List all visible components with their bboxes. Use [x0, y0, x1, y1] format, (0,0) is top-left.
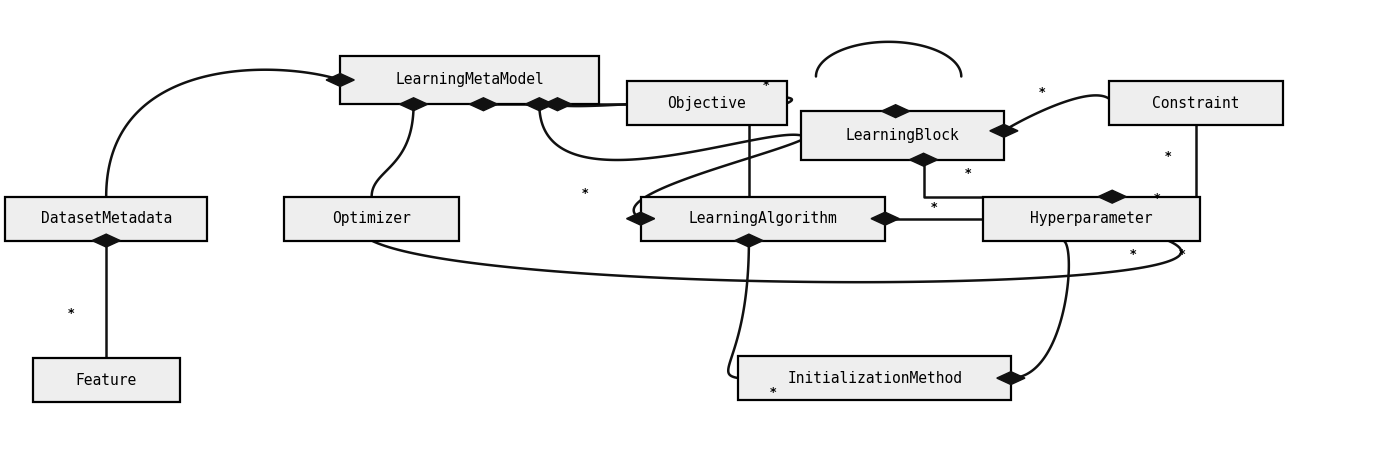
Polygon shape [910, 153, 938, 166]
FancyBboxPatch shape [641, 197, 885, 240]
FancyBboxPatch shape [627, 81, 787, 125]
Polygon shape [1098, 190, 1126, 203]
Text: Feature: Feature [76, 373, 137, 388]
Polygon shape [399, 98, 427, 111]
Text: *: * [1130, 248, 1137, 261]
Polygon shape [326, 73, 354, 86]
Text: Objective: Objective [668, 96, 746, 111]
Polygon shape [735, 234, 763, 247]
FancyBboxPatch shape [1109, 81, 1284, 125]
Text: Optimizer: Optimizer [332, 211, 412, 226]
FancyBboxPatch shape [4, 197, 207, 240]
Text: *: * [1154, 193, 1161, 206]
Text: *: * [1165, 150, 1172, 163]
FancyBboxPatch shape [340, 56, 599, 104]
Polygon shape [469, 98, 497, 111]
FancyBboxPatch shape [32, 359, 179, 402]
Text: Constraint: Constraint [1152, 96, 1240, 111]
Polygon shape [882, 105, 910, 118]
Polygon shape [92, 234, 120, 247]
Polygon shape [990, 124, 1018, 137]
Text: *: * [931, 200, 937, 213]
Text: *: * [1039, 86, 1046, 99]
Text: *: * [581, 187, 588, 199]
Text: Hyperparameter: Hyperparameter [1030, 211, 1152, 226]
Text: *: * [770, 386, 777, 399]
Polygon shape [871, 212, 899, 225]
Text: *: * [69, 307, 74, 320]
Polygon shape [627, 212, 655, 225]
Polygon shape [543, 98, 571, 111]
FancyBboxPatch shape [801, 111, 1004, 159]
Text: DatasetMetadata: DatasetMetadata [41, 211, 172, 226]
Text: *: * [763, 79, 770, 92]
FancyBboxPatch shape [983, 197, 1200, 240]
Polygon shape [997, 372, 1025, 385]
Text: InitializationMethod: InitializationMethod [787, 371, 962, 385]
Text: *: * [965, 167, 972, 180]
FancyBboxPatch shape [738, 356, 1011, 400]
Text: LearningMetaModel: LearningMetaModel [395, 73, 543, 87]
Text: *: * [1179, 248, 1186, 261]
Text: LearningAlgorithm: LearningAlgorithm [689, 211, 837, 226]
Polygon shape [525, 98, 553, 111]
FancyBboxPatch shape [284, 197, 459, 240]
Text: LearningBlock: LearningBlock [846, 128, 959, 143]
